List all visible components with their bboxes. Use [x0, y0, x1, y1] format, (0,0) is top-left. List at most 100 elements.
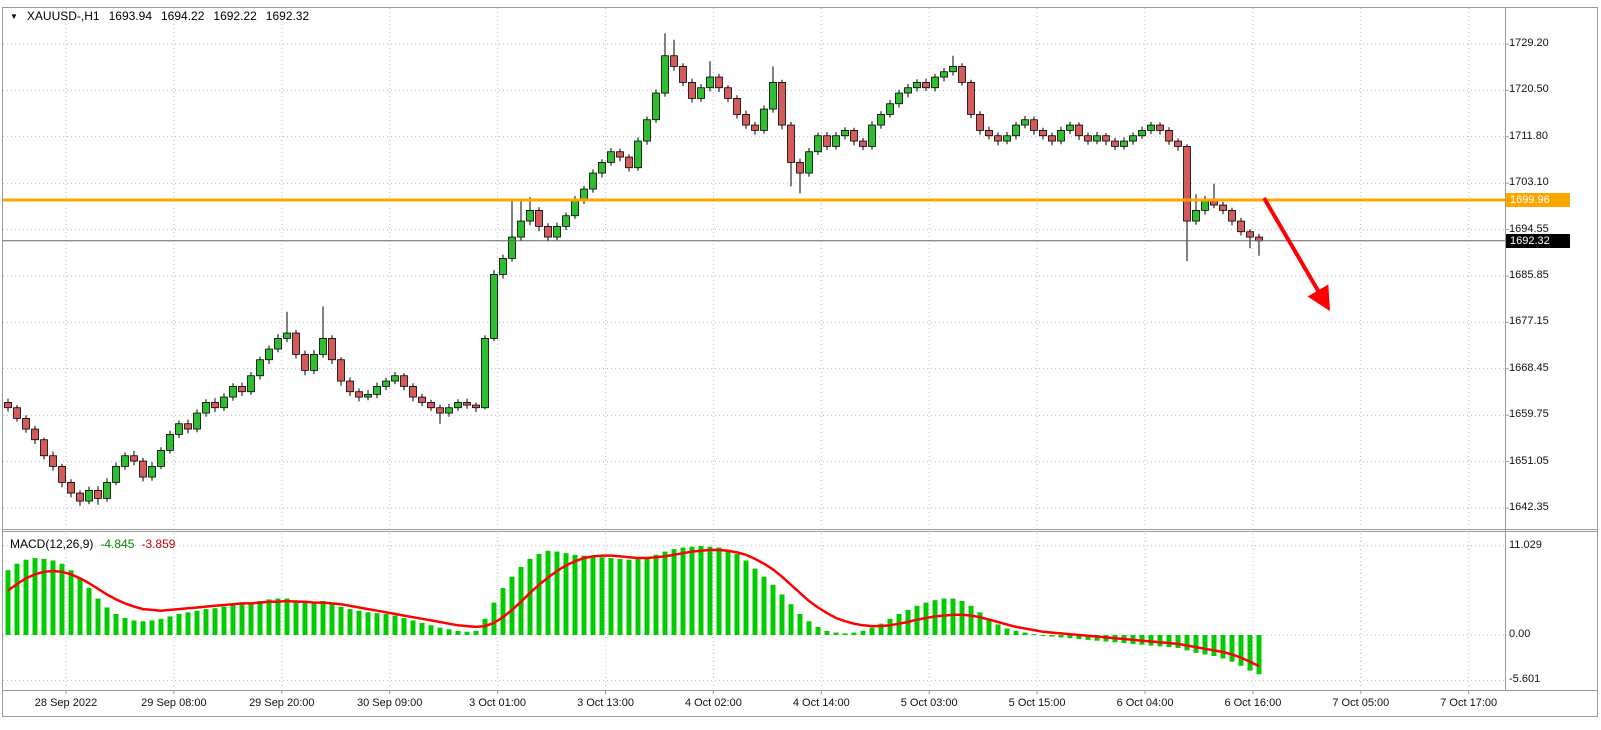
time-axis-label: 3 Oct 13:00 — [577, 697, 634, 709]
macd-bar — [140, 621, 146, 635]
macd-bar — [473, 630, 479, 635]
macd-bar — [860, 630, 866, 635]
candle-body — [1075, 124, 1083, 137]
macd-bar — [104, 607, 110, 635]
macd-bar — [95, 598, 101, 635]
candle-body — [724, 87, 732, 99]
price-axis-label: 1668.45 — [1509, 361, 1549, 374]
candle-body — [256, 359, 264, 377]
macd-bar — [77, 578, 83, 635]
symbol-name: XAUUSD-,H1 — [26, 9, 100, 23]
candle-body — [274, 337, 282, 350]
candle-body — [742, 114, 750, 126]
candle-body — [1039, 129, 1047, 137]
candle-body — [805, 151, 813, 174]
macd-bar — [581, 555, 587, 635]
candle-body — [427, 401, 435, 409]
macd-bar — [626, 559, 632, 635]
candle-body — [319, 337, 327, 355]
trend-arrow[interactable] — [1262, 196, 1331, 312]
candle-body — [787, 124, 795, 163]
macd-bar — [716, 547, 722, 635]
macd-bar — [698, 545, 704, 635]
price-axis-label: 1703.10 — [1509, 176, 1549, 189]
macd-bar — [1022, 632, 1028, 635]
candle-body — [985, 129, 993, 137]
macd-value-signal: -3.859 — [141, 537, 176, 551]
macd-bar — [302, 602, 308, 635]
macd-bar — [374, 613, 380, 635]
macd-bar — [707, 546, 713, 635]
frame-layer — [2, 7, 1598, 717]
macd-bar — [1004, 628, 1010, 635]
time-axis-label: 4 Oct 02:00 — [684, 697, 742, 709]
macd-axis-label: 11.029 — [1509, 538, 1542, 551]
candle-body — [607, 151, 615, 163]
macd-bar — [176, 613, 182, 635]
macd-bar — [536, 554, 542, 635]
candle-body — [355, 391, 363, 398]
macd-bar — [266, 599, 272, 635]
macd-bar — [158, 618, 164, 635]
price-axis-label: 1677.15 — [1509, 315, 1549, 328]
candle-body — [526, 209, 534, 222]
candle-body — [967, 82, 975, 115]
candle-body — [760, 108, 768, 131]
macd-bar — [635, 558, 641, 635]
candle-body — [1102, 135, 1110, 142]
macd-bar — [464, 631, 470, 635]
macd-bar — [14, 563, 20, 635]
time-axis-label: 5 Oct 03:00 — [900, 697, 958, 709]
candle-body — [292, 332, 300, 355]
macd-bar — [320, 600, 326, 635]
candle-body — [958, 66, 966, 83]
candle-body — [580, 188, 588, 201]
candle-body — [1237, 220, 1245, 233]
candle-body — [1174, 140, 1182, 147]
candle-body — [58, 465, 66, 483]
ohlc-low: 1692.22 — [213, 9, 257, 23]
macd-bar — [815, 626, 821, 635]
candle-body — [481, 337, 489, 409]
macd-bar — [248, 602, 254, 635]
candle-body — [814, 135, 822, 153]
candle-body — [670, 55, 678, 67]
candle-body — [193, 412, 201, 430]
macd-bar — [365, 612, 371, 635]
macd-bar — [455, 630, 461, 635]
macd-bar — [788, 604, 794, 635]
macd-bar — [986, 618, 992, 635]
macd-bar — [491, 602, 497, 635]
macd-bar — [1238, 635, 1244, 666]
macd-bar — [356, 610, 362, 635]
candle-body — [877, 114, 885, 126]
candle-body — [571, 199, 579, 217]
macd-bar — [311, 601, 317, 635]
macd-bar — [1256, 635, 1262, 675]
candle-body — [337, 359, 345, 382]
candle-body — [175, 423, 183, 435]
macd-bar — [1166, 635, 1172, 648]
orange-level-price-tag[interactable]: 1699.96 — [1506, 192, 1570, 207]
candle-body — [913, 82, 921, 89]
macd-bar — [761, 576, 767, 635]
macd-bar — [338, 606, 344, 635]
macd-bar — [734, 554, 740, 635]
candle-body — [949, 66, 957, 73]
candle-body — [976, 114, 984, 131]
candle-body — [166, 433, 174, 451]
candle-body — [940, 71, 948, 78]
macd-bar — [743, 560, 749, 635]
macd-bar — [842, 633, 848, 635]
candle-body — [1030, 119, 1038, 131]
symbol-dropdown-icon[interactable]: ▼ — [10, 11, 18, 21]
candle-body — [697, 87, 705, 99]
macd-bar — [428, 625, 434, 635]
macd-bar — [959, 600, 965, 635]
macd-bar — [752, 568, 758, 635]
price-axis-label: 1711.80 — [1509, 129, 1548, 142]
grid-layer — [3, 8, 1505, 688]
candle-body — [517, 220, 525, 238]
macd-bar — [68, 570, 74, 635]
